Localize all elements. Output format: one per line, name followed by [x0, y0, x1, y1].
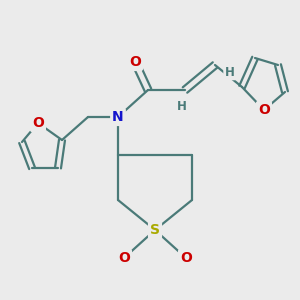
Text: H: H [177, 100, 187, 113]
Text: O: O [129, 55, 141, 69]
Text: H: H [225, 65, 235, 79]
Text: O: O [180, 251, 192, 265]
Text: O: O [32, 116, 44, 130]
Text: O: O [258, 103, 270, 117]
Text: O: O [118, 251, 130, 265]
Text: N: N [112, 110, 124, 124]
Text: S: S [150, 223, 160, 237]
